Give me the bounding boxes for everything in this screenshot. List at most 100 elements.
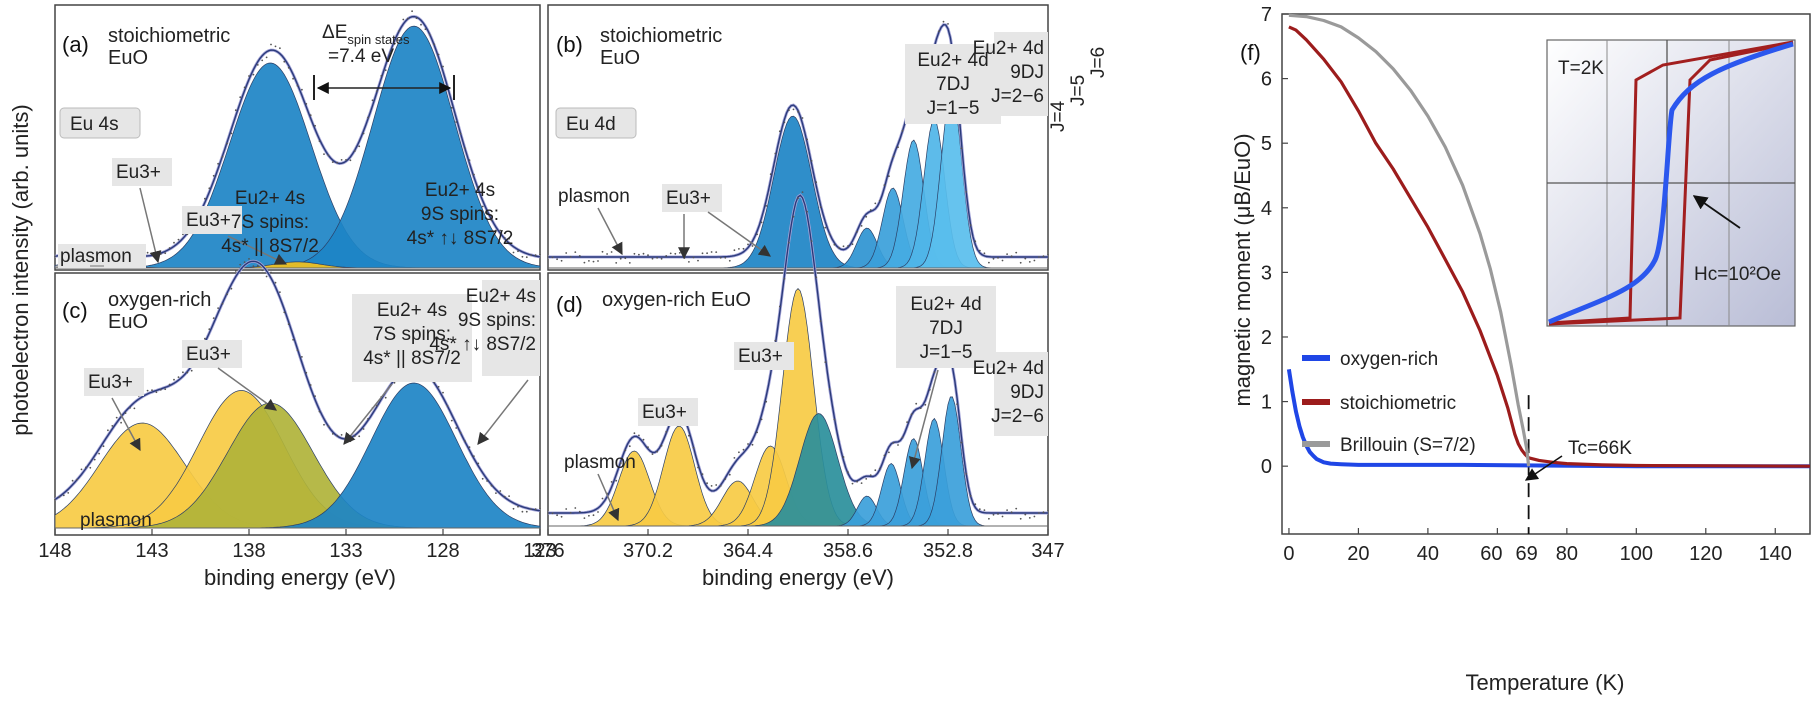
panelA-peaks-datapoint <box>212 174 215 177</box>
panel-b-9d-line2: 9DJ <box>1010 62 1044 83</box>
panelD-peaks-datapoint <box>965 472 968 475</box>
panelC-peaks-datapoint <box>173 378 175 381</box>
panelB-peaks-datapoint <box>692 256 695 259</box>
panelA-peaks-datapoint <box>371 99 374 102</box>
panelA-peaks-datapoint <box>362 132 365 135</box>
panelB-peaks-datapoint <box>797 110 799 113</box>
panelD-peaks-datapoint <box>742 448 745 451</box>
xticks-left-ticklabel: 128 <box>426 540 459 562</box>
panelB-peaks-datapoint <box>756 233 758 236</box>
panelA-peaks-datapoint <box>243 86 246 89</box>
panelC-peaks-datapoint <box>296 349 299 352</box>
panelC-peaks-datapoint <box>230 287 233 290</box>
panelB-peaks-datapoint <box>638 253 640 256</box>
panelC-peaks-datapoint <box>120 421 122 424</box>
panelB-peaks-datapoint <box>633 252 636 255</box>
panelD-peaks-datapoint <box>556 514 558 517</box>
panelB-peaks-datapoint <box>856 230 858 233</box>
panelD-peaks-datapoint <box>1019 517 1022 520</box>
xticks-left-ticklabel: 133 <box>329 540 362 562</box>
f-y-ticklabel: 3 <box>1261 262 1272 284</box>
delta-e-value: =7.4 eV <box>328 46 394 67</box>
panelC-peaks-datapoint <box>54 498 56 501</box>
panelD-peaks-datapoint <box>647 446 649 448</box>
panel-f-frame <box>1281 13 1811 535</box>
panelD-peaks-datapoint <box>633 432 636 435</box>
panelD-peaks-datapoint <box>756 431 758 434</box>
panel-d-plasmon-arrow <box>597 473 620 522</box>
panelD-peaks-datapoint <box>910 413 913 416</box>
panel-a-9s-line1: Eu2+ 4s <box>425 180 495 201</box>
f-x-ticklabel: 80 <box>1556 543 1578 565</box>
panel-d-7d-arrow <box>908 369 939 470</box>
panelA-peaks-datapoint <box>296 84 299 87</box>
panelD-peaks-datapoint <box>865 478 868 480</box>
panelA-peaks-datapoint <box>490 219 493 222</box>
panelC-peaks-datapoint <box>477 462 480 465</box>
panelB-peaks-datapoint <box>738 248 740 250</box>
x-axis-label-eu4d: binding energy (eV) <box>702 565 894 590</box>
panelD-peaks-datapoint <box>728 473 731 476</box>
panelD-peaks-datapoint <box>592 514 595 517</box>
panel-a-9s-line2: 9S spins: <box>421 204 499 225</box>
panel-d-7d-line3: J=1−5 <box>920 342 973 363</box>
panel-d-eu3a: Eu3+ <box>642 402 687 423</box>
f-y-ticklabel: 5 <box>1261 133 1272 155</box>
panelA-peaks-datapoint <box>398 30 400 32</box>
panelC-peaks-datapoint <box>234 270 237 272</box>
panelD-peaks-datapoint <box>810 240 813 243</box>
panelA-peaks-datapoint <box>230 132 233 135</box>
panelB-peaks-datapoint <box>719 256 722 259</box>
panelA-peaks-datapoint <box>367 116 369 119</box>
panel-b-7d-line3: J=1−5 <box>927 98 980 119</box>
panel-b-eu3-label: Eu3+ <box>666 188 711 209</box>
panelA-peaks-datapoint <box>415 17 418 20</box>
panelB-peaks-datapoint <box>783 121 786 124</box>
panel-c-7s-arrow <box>343 383 393 445</box>
panelC-peaks-datapoint <box>221 302 224 305</box>
panelB-peaks-datapoint <box>769 173 772 176</box>
panelC-peaks-datapoint <box>495 492 497 494</box>
panel-c-eu3b: Eu3+ <box>186 344 231 365</box>
panel-a-title-1: stoichiometric <box>108 25 230 47</box>
panelD-peaks-datapoint <box>706 482 708 485</box>
panelD-peaks-datapoint <box>551 512 554 515</box>
panelB-peaks-datapoint <box>815 181 818 184</box>
panelD-peaks-datapoint <box>724 478 727 480</box>
panelA-peaks-datapoint <box>345 159 347 161</box>
panel-b-title-1: stoichiometric <box>600 25 722 47</box>
panelD-peaks-datapoint <box>715 484 718 486</box>
panelD-peaks-datapoint <box>1042 511 1045 514</box>
panelC-peaks-datapoint <box>464 440 466 443</box>
panelC-peaks-datapoint <box>261 269 264 272</box>
panel-a-eu3-label: Eu3+ <box>116 162 161 183</box>
panelA-peaks-datapoint <box>358 145 361 148</box>
panelD-peaks-datapoint <box>565 508 568 510</box>
panel-a-badge: Eu 4s <box>70 114 119 135</box>
panelB-peaks-datapoint <box>960 147 963 150</box>
panelA-peaks-datapoint <box>455 121 458 123</box>
panelA-peaks-datapoint <box>208 187 211 190</box>
panelD-peaks-datapoint <box>897 444 899 446</box>
panelB-peaks-datapoint <box>706 252 708 255</box>
panelA-peaks-datapoint <box>389 51 391 54</box>
panel-a-9s-line3: 4s* ↑↓ 8S7/2 <box>407 228 514 249</box>
panelC-peaks-datapoint <box>98 452 100 455</box>
panelD-peaks-datapoint <box>869 474 872 476</box>
legend-label-brillouin: Brillouin (S=7/2) <box>1340 435 1476 456</box>
panelD-peaks-datapoint <box>824 361 827 363</box>
panel-b-peaks <box>547 20 1049 269</box>
panelA-peaks-datapoint <box>411 10 413 13</box>
panelD-peaks-datapoint <box>642 438 645 441</box>
panelC-peaks-datapoint <box>76 478 78 481</box>
panelD-peaks-datapoint <box>838 440 840 442</box>
panelD-peaks-datapoint <box>1038 512 1040 514</box>
panelA-peaks-datapoint <box>442 65 444 68</box>
panelC-peaks-datapoint <box>486 480 488 482</box>
panelC-peaks-datapoint <box>80 468 83 471</box>
panelB-peaks-datapoint <box>847 245 849 247</box>
panelB-peaks-datapoint <box>747 243 749 246</box>
panel-c-plasmon: plasmon <box>80 510 152 531</box>
f-x-ticklabel: 100 <box>1620 543 1653 565</box>
panelB-peaks-datapoint <box>1038 256 1040 258</box>
